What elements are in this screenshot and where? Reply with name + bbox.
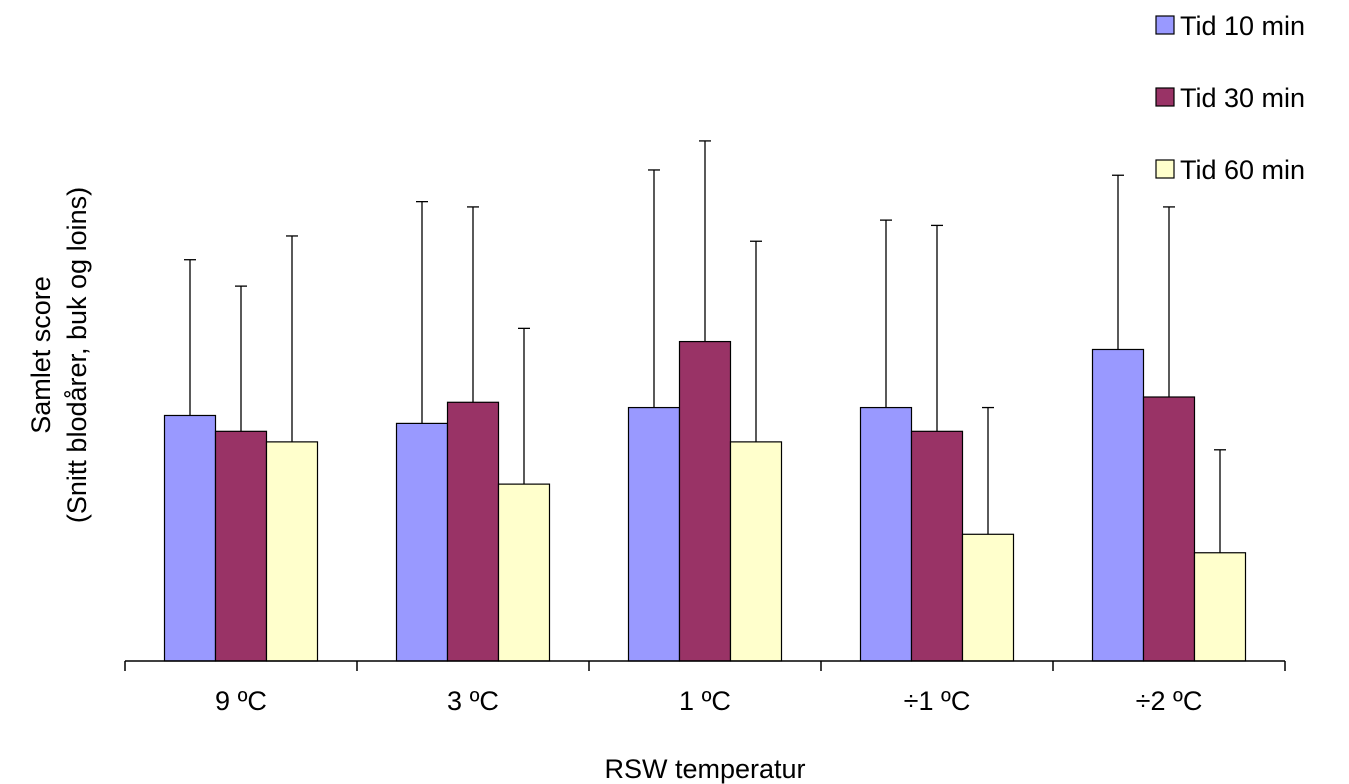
y-axis-title-line-1: Samlet score bbox=[26, 276, 56, 434]
x-tick-label: 9 ºC bbox=[215, 686, 267, 716]
bar bbox=[859, 406, 913, 662]
bar bbox=[961, 533, 1015, 662]
bar bbox=[265, 441, 319, 662]
bar bbox=[627, 406, 681, 662]
x-tick-label: 1 ºC bbox=[679, 686, 731, 716]
bar bbox=[1193, 552, 1247, 662]
x-tick-label: 3 ºC bbox=[447, 686, 499, 716]
bar bbox=[395, 422, 449, 662]
x-axis-ticks bbox=[124, 661, 1286, 671]
bar bbox=[497, 483, 551, 662]
x-tick-label: ÷2 ºC bbox=[1136, 686, 1203, 716]
bar bbox=[1142, 396, 1196, 662]
legend-swatch bbox=[1155, 15, 1175, 35]
y-axis-title-line-2: (Snitt blodårer, buk og loins) bbox=[62, 187, 92, 523]
legend-swatch bbox=[1155, 87, 1175, 107]
bar bbox=[910, 430, 964, 662]
plot-area bbox=[163, 140, 1247, 662]
bar bbox=[214, 430, 268, 662]
x-tick-label: ÷1 ºC bbox=[904, 686, 971, 716]
legend-label: Tid 10 min bbox=[1180, 11, 1305, 41]
bar bbox=[729, 441, 783, 662]
legend-label: Tid 60 min bbox=[1180, 155, 1305, 185]
bar bbox=[1091, 348, 1145, 662]
bar bbox=[446, 401, 500, 662]
bar bbox=[163, 414, 217, 662]
x-axis-tick-labels: 9 ºC 3 ºC 1 ºC ÷1 ºC ÷2 ºC bbox=[215, 686, 1202, 716]
legend: Tid 10 min Tid 30 min Tid 60 min bbox=[1155, 11, 1305, 185]
x-axis-title: RSW temperatur bbox=[604, 754, 805, 784]
y-axis-title: Samlet score (Snitt blodårer, buk og loi… bbox=[26, 187, 92, 523]
bar bbox=[678, 340, 732, 662]
legend-label: Tid 30 min bbox=[1180, 83, 1305, 113]
legend-swatch bbox=[1155, 159, 1175, 179]
